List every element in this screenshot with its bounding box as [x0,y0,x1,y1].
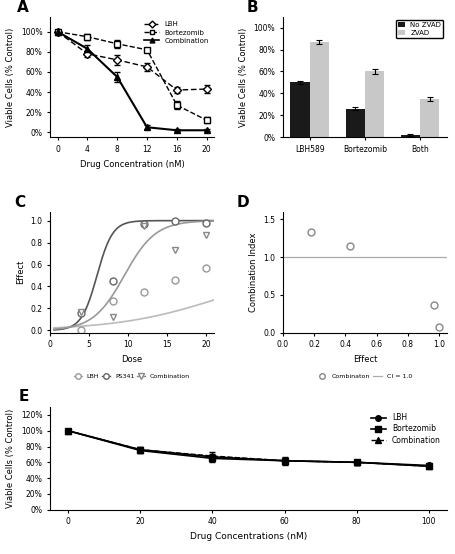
Y-axis label: Combination Index: Combination Index [248,233,257,312]
Bar [364,71,384,137]
Bar [309,42,329,137]
Text: D: D [237,195,249,210]
Legend: LBH, Bortezomib, Combination: LBH, Bortezomib, Combination [142,20,210,45]
X-axis label: Drug Concentration (nM): Drug Concentration (nM) [80,160,184,168]
Legend: Combinaton, CI = 1.0: Combinaton, CI = 1.0 [315,372,413,380]
Bar [419,99,439,137]
Legend: LBH, Bortezomib, Combination: LBH, Bortezomib, Combination [367,411,442,447]
Y-axis label: Viable Cells (% Control): Viable Cells (% Control) [238,27,248,127]
Y-axis label: Viable Cells (% Control): Viable Cells (% Control) [6,409,15,508]
Legend: No ZVAD, ZVAD: No ZVAD, ZVAD [395,20,442,38]
Bar [345,109,364,137]
Text: E: E [18,389,29,404]
X-axis label: Effect: Effect [352,355,376,364]
Text: B: B [246,0,258,15]
Text: A: A [17,0,29,15]
Bar [290,83,309,137]
X-axis label: Drug Concentrations (nM): Drug Concentrations (nM) [189,532,307,541]
Text: C: C [14,195,25,210]
Legend: LBH, PS341, Combination: LBH, PS341, Combination [73,372,191,380]
Y-axis label: Effect: Effect [16,260,25,284]
Bar [400,135,419,137]
Y-axis label: Viable Cells (% Control): Viable Cells (% Control) [6,27,15,127]
X-axis label: Dose: Dose [121,355,142,364]
